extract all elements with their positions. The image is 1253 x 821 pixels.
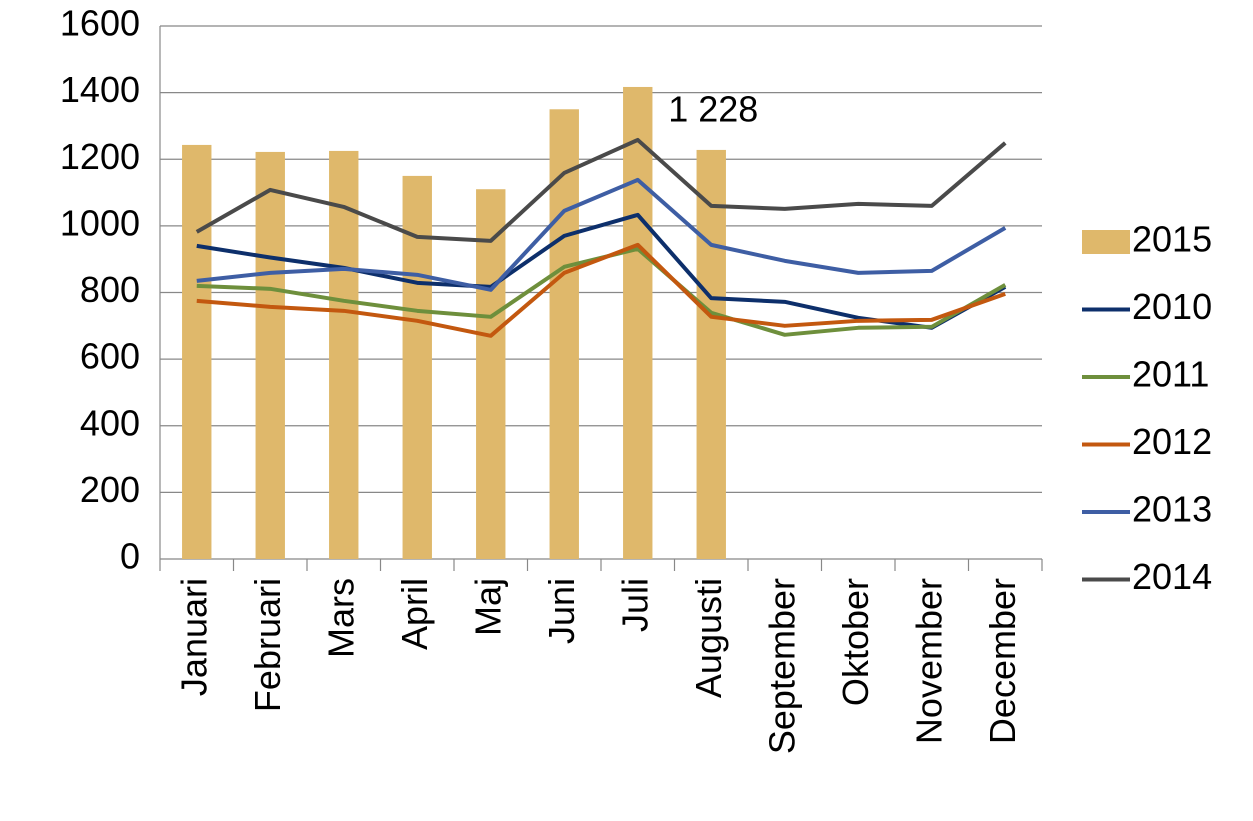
bar: [402, 175, 432, 559]
legend-label: 2012: [1132, 421, 1212, 462]
x-tick-label: November: [908, 578, 949, 744]
bar: [329, 150, 359, 559]
line: [196, 177, 1007, 292]
y-tick-label: 400: [80, 402, 140, 443]
bar: [182, 144, 212, 559]
y-tick-label: 200: [80, 469, 140, 510]
bar: [476, 189, 506, 559]
bar: [255, 151, 285, 559]
legend-label: 2013: [1132, 489, 1212, 530]
bar: [696, 149, 726, 560]
y-tick-label: 1400: [60, 69, 140, 110]
x-tick-label: Mars: [320, 578, 361, 658]
x-tick-label: Februari: [247, 578, 288, 712]
x-tick-label: Juni: [541, 578, 582, 644]
y-tick-label: 600: [80, 336, 140, 377]
x-tick-label: April: [394, 578, 435, 650]
legend-label: 2010: [1132, 286, 1212, 327]
y-tick-label: 1200: [60, 136, 140, 177]
bar: [549, 109, 579, 559]
y-tick-label: 800: [80, 269, 140, 310]
legend-swatch: [1082, 230, 1130, 254]
x-tick-label: Juli: [614, 578, 655, 632]
y-tick-label: 1600: [60, 3, 140, 44]
bar: [623, 86, 653, 559]
x-tick-label: December: [982, 578, 1023, 744]
x-tick-label: Oktober: [835, 578, 876, 706]
line: [196, 242, 1006, 338]
x-tick-label: Maj: [467, 578, 508, 636]
legend-label: 2011: [1132, 354, 1209, 395]
y-tick-label: 0: [120, 536, 140, 577]
y-tick-label: 1000: [60, 202, 140, 243]
line: [195, 137, 1007, 243]
data-label: 1 228: [668, 88, 758, 129]
x-tick-label: Augusti: [688, 578, 729, 698]
legend-label: 2015: [1132, 219, 1212, 260]
x-tick-label: Januari: [173, 578, 214, 696]
x-tick-label: September: [761, 578, 802, 754]
legend-label: 2014: [1132, 556, 1212, 597]
